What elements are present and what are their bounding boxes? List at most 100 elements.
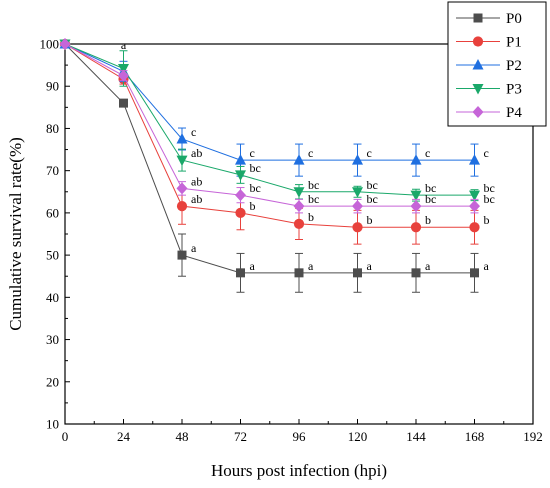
data-point	[118, 69, 129, 82]
data-point	[470, 268, 479, 278]
data-point	[176, 201, 188, 212]
data-point	[177, 250, 187, 260]
significance-label: a	[425, 259, 431, 273]
significance-label: bc	[367, 192, 378, 206]
data-point	[235, 189, 246, 202]
data-point	[410, 190, 422, 202]
legend-item-p4: P4	[456, 105, 522, 121]
significance-label: ab	[191, 174, 202, 188]
data-point	[469, 154, 480, 165]
significance-label: b	[484, 213, 490, 227]
significance-label: b	[367, 213, 373, 227]
significance-label: c	[308, 146, 313, 160]
series-line	[64, 43, 475, 207]
legend-label: P2	[506, 58, 522, 74]
significance-label: c	[484, 146, 489, 160]
x-tick-label: 192	[523, 429, 543, 444]
data-point	[469, 200, 480, 213]
x-tick-label: 168	[465, 429, 485, 444]
legend-marker	[472, 106, 484, 118]
x-tick-label: 24	[117, 429, 131, 444]
legend-label: P4	[506, 105, 522, 121]
significance-label: bc	[308, 178, 319, 192]
data-point	[176, 182, 188, 195]
series-line	[64, 43, 475, 196]
x-tick-label: 72	[234, 429, 247, 444]
y-axis: 10 20 30 40 50 60 70 80 90 100	[40, 37, 70, 432]
data-point	[293, 187, 305, 198]
x-tick-label: 48	[176, 429, 189, 444]
legend-item-p1: P1	[456, 35, 522, 51]
significance-label: bc	[250, 181, 261, 195]
data-point	[235, 170, 246, 181]
legend-marker	[472, 36, 484, 47]
significance-label: bc	[308, 192, 319, 206]
y-tick-label: 10	[46, 417, 59, 432]
data-point	[410, 222, 422, 233]
data-point	[352, 200, 363, 213]
data-point	[293, 200, 305, 213]
significance-label: a	[367, 259, 373, 273]
y-tick-label: 100	[40, 37, 60, 52]
data-point	[59, 38, 71, 50]
significance-label: b	[308, 210, 314, 224]
data-point	[410, 154, 422, 165]
y-tick-label: 20	[46, 374, 59, 389]
legend-marker	[472, 59, 484, 70]
data-point	[469, 190, 480, 202]
data-point	[236, 268, 245, 278]
series-line	[64, 43, 475, 228]
significance-label: b	[250, 199, 256, 213]
legend: P0 P1 P2 P3 P4	[447, 1, 547, 127]
legend-item-p3: P3	[456, 82, 522, 98]
data-point	[469, 222, 480, 233]
significance-label: a	[484, 259, 490, 273]
x-tick-label: 96	[293, 429, 307, 444]
data-point	[352, 222, 363, 233]
y-tick-label: 40	[46, 290, 59, 305]
y-tick-label: 80	[46, 121, 59, 136]
x-tick-label: 0	[62, 429, 69, 444]
series-line	[64, 43, 475, 274]
significance-label: bc	[250, 161, 261, 175]
significance-label: bc	[484, 192, 495, 206]
y-tick-label: 30	[46, 332, 59, 347]
series-line	[64, 43, 475, 161]
legend-marker	[473, 13, 483, 23]
y-tick-label: 70	[46, 163, 59, 178]
significance-label: c	[425, 146, 430, 160]
data-point	[352, 187, 363, 198]
data-point	[353, 268, 362, 278]
significance-label: b	[425, 213, 431, 227]
significance-label: bc	[425, 192, 436, 206]
legend-box	[447, 1, 547, 127]
significance-label: bc	[367, 178, 378, 192]
y-axis-title: Cumulative survival rate(%)	[6, 137, 25, 331]
data-point	[119, 98, 128, 108]
x-tick-label: 120	[348, 429, 368, 444]
data-point	[294, 268, 304, 278]
series-p1: ab b b b b b	[59, 38, 490, 245]
y-tick-label: 60	[46, 205, 59, 220]
data-point	[293, 154, 305, 165]
x-tick-label: 144	[406, 429, 426, 444]
significance-label: c	[367, 146, 372, 160]
legend-label: P0	[506, 11, 522, 27]
data-point	[176, 155, 188, 167]
legend-label: P1	[506, 35, 522, 51]
data-point	[235, 154, 246, 165]
data-point	[235, 207, 246, 218]
legend-item-p0: P0	[456, 11, 522, 27]
significance-label: bc	[425, 181, 436, 195]
data-point	[293, 218, 305, 229]
significance-label: ab	[191, 192, 202, 206]
data-point	[411, 268, 421, 278]
x-axis-title: Hours post infection (hpi)	[211, 461, 387, 480]
data-point	[352, 154, 363, 165]
significance-label: a	[121, 38, 127, 52]
legend-label: P3	[506, 82, 522, 98]
significance-label: c	[191, 125, 196, 139]
significance-label: a	[308, 259, 314, 273]
